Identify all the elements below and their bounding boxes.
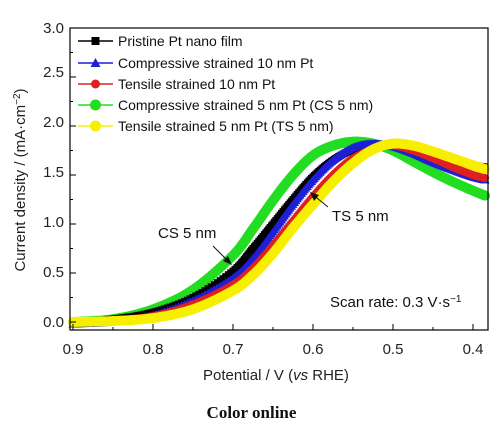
x-tick-label: 0.5 [383, 341, 404, 358]
y-tick-label: 2.5 [43, 64, 64, 81]
legend-marker-tensile-10 [91, 79, 100, 89]
x-tick-label: 0.4 [463, 341, 484, 358]
x-tick-label: 0.7 [223, 341, 244, 358]
annotation-cs5: CS 5 nm [158, 225, 216, 242]
figure-caption: Color online [206, 403, 297, 422]
legend-label: Tensile strained 10 nm Pt [118, 76, 275, 92]
data-point [481, 173, 489, 182]
legend-marker-compressive-10 [90, 58, 101, 67]
y-tick-label: 0.5 [43, 264, 64, 281]
legend-marker-pristine [91, 37, 100, 45]
legend: Pristine Pt nano film Compressive strain… [78, 33, 373, 134]
y-tick-label: 0.0 [43, 314, 64, 331]
annotation-cs5-arrowhead [223, 256, 232, 265]
y-tick-label: 1.0 [43, 214, 64, 231]
legend-marker-cs5 [90, 99, 101, 111]
legend-label: Tensile strained 5 nm Pt (TS 5 nm) [118, 118, 334, 134]
series-4 [68, 138, 490, 327]
legend-label: Compressive strained 10 nm Pt [118, 55, 313, 71]
data-curves [68, 136, 490, 328]
y-tick-label: 3.0 [43, 20, 64, 37]
plot-frame [69, 27, 489, 331]
axis-ticks [70, 27, 474, 330]
x-tick-labels: 0.9 0.8 0.7 0.6 0.5 0.4 [63, 341, 484, 358]
y-tick-labels: 0.0 0.5 1.0 1.5 2.0 2.5 3.0 [43, 20, 64, 331]
y-axis-title: Current density / (mA·cm−2) [12, 88, 30, 271]
x-tick-label: 0.9 [63, 341, 84, 358]
legend-label: Compressive strained 5 nm Pt (CS 5 nm) [118, 97, 373, 113]
annotation-scan-rate: Scan rate: 0.3 V·s−1 [330, 294, 462, 312]
y-tick-label: 2.0 [43, 114, 64, 131]
annotation-ts5-arrowhead [310, 192, 319, 201]
legend-label: Pristine Pt nano film [118, 33, 243, 49]
x-tick-label: 0.6 [303, 341, 324, 358]
chart: 0.9 0.8 0.7 0.6 0.5 0.4 0.0 0.5 1.0 1.5 … [12, 20, 490, 384]
legend-marker-ts5 [90, 120, 101, 132]
y-tick-label: 1.5 [43, 164, 64, 181]
x-tick-label: 0.8 [143, 341, 164, 358]
annotation-ts5: TS 5 nm [332, 208, 389, 225]
x-axis-title: Potential / V (vs RHE) [203, 367, 349, 384]
